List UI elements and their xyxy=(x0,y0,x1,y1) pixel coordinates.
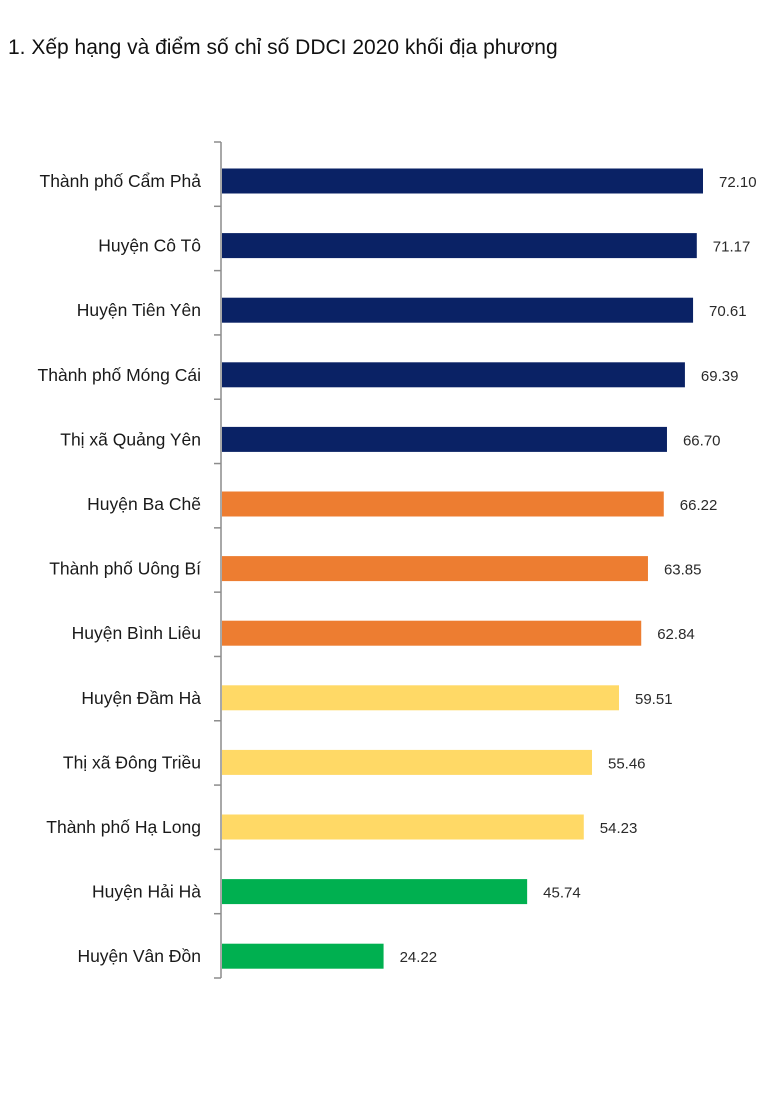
category-label: Thành phố Hạ Long xyxy=(46,817,201,837)
category-label: Thị xã Quảng Yên xyxy=(60,429,201,449)
value-label: 59.51 xyxy=(635,691,673,708)
bar xyxy=(222,556,648,582)
chart-title: 1. Xếp hạng và điểm số chỉ số DDCI 2020 … xyxy=(8,36,558,59)
value-label: 63.85 xyxy=(664,562,702,579)
bar xyxy=(222,749,592,775)
category-label: Huyện Bình Liêu xyxy=(72,623,201,643)
bar xyxy=(222,814,584,840)
category-label: Huyện Hải Hà xyxy=(92,882,201,902)
value-label: 69.39 xyxy=(701,368,739,385)
bar xyxy=(222,297,694,323)
value-label: 70.61 xyxy=(709,303,747,320)
bar xyxy=(222,685,620,711)
category-label: Thành phố Cẩm Phả xyxy=(40,171,202,191)
bar xyxy=(222,620,642,646)
bar xyxy=(222,879,528,905)
bar xyxy=(222,491,664,517)
value-label: 66.70 xyxy=(683,432,721,449)
value-label: 66.22 xyxy=(680,497,718,514)
value-label: 72.10 xyxy=(719,174,757,191)
value-label: 54.23 xyxy=(600,820,638,837)
value-label: 62.84 xyxy=(657,626,695,643)
value-label: 55.46 xyxy=(608,755,646,772)
value-label: 71.17 xyxy=(713,239,751,256)
category-label: Thành phố Móng Cái xyxy=(38,365,201,385)
bar xyxy=(222,943,384,969)
category-label: Huyện Ba Chẽ xyxy=(87,494,201,514)
category-label: Thành phố Uông Bí xyxy=(49,559,201,579)
value-label: 24.22 xyxy=(400,949,438,966)
category-label: Huyện Vân Đồn xyxy=(77,946,201,966)
category-label: Thị xã Đông Triều xyxy=(63,752,201,772)
bar xyxy=(222,233,697,259)
category-label: Huyện Cô Tô xyxy=(98,236,201,256)
bar xyxy=(222,426,667,452)
category-label: Huyện Đầm Hà xyxy=(81,688,201,708)
value-label: 45.74 xyxy=(543,885,581,902)
bar xyxy=(222,168,703,194)
category-label: Huyện Tiên Yên xyxy=(77,300,201,320)
bar xyxy=(222,362,685,388)
